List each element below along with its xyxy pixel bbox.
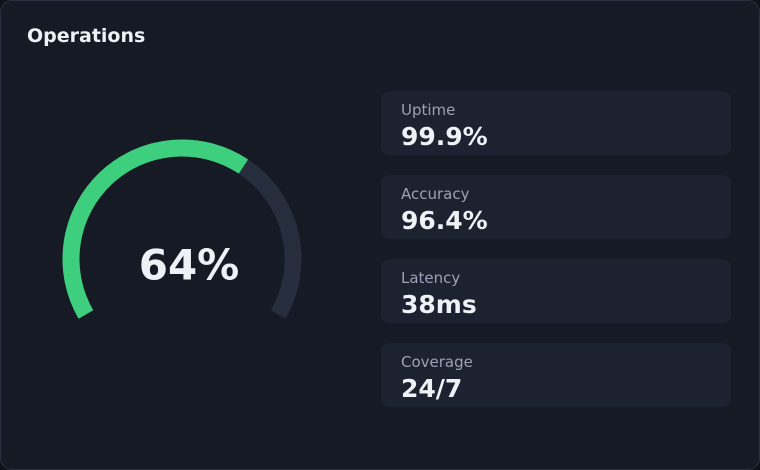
stat-label: Latency	[401, 269, 461, 287]
stat-value: 96.4%	[401, 206, 488, 235]
stat-label: Uptime	[401, 101, 456, 119]
stat-label: Accuracy	[401, 185, 470, 203]
stat-tile: Latency 38ms	[381, 259, 731, 323]
stat-tile: Uptime 99.9%	[381, 91, 731, 155]
stat-value: 99.9%	[401, 122, 488, 151]
gauge-value-arc	[62, 139, 249, 319]
stat-value: 24/7	[401, 374, 463, 403]
stat-value: 38ms	[401, 290, 477, 319]
gauge: 64%	[62, 139, 302, 319]
gauge-label: 64%	[139, 241, 240, 290]
stat-label: Coverage	[401, 353, 473, 371]
card-title: Operations	[27, 25, 146, 47]
stat-tile: Accuracy 96.4%	[381, 175, 731, 239]
stat-tile: Coverage 24/7	[381, 343, 731, 407]
